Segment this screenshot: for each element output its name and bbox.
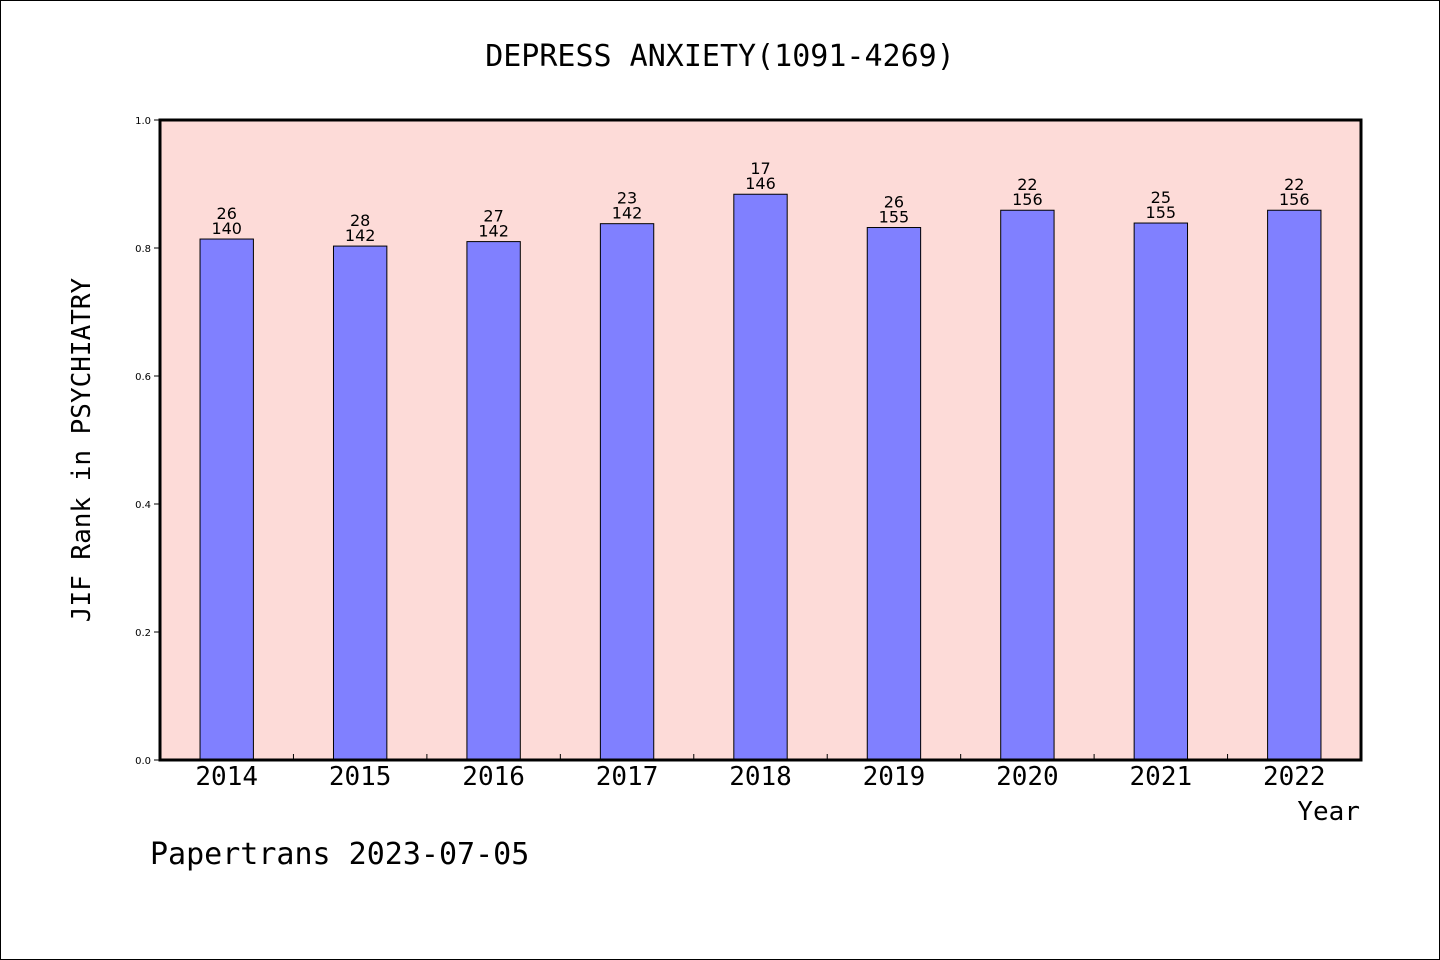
x-tick-label-2017: 2017 [596, 762, 659, 792]
bar-2020 [1000, 209, 1055, 761]
y-tick-label-0.2: 0.2 [135, 628, 151, 639]
y-tick-label-1.0: 1.0 [135, 116, 151, 127]
bar-2014 [199, 238, 254, 761]
bar-2021 [1133, 222, 1189, 761]
y-ticks-group: 0.0 0.2 0.4 0.6 0.8 1.0 [135, 116, 160, 767]
rank-label-2014: 26 [217, 204, 237, 223]
chart-title: DEPRESS ANXIETY(1091-4269) [485, 39, 955, 74]
bar-2018 [733, 193, 788, 761]
y-tick-label-0.6: 0.6 [135, 372, 151, 383]
x-tick-label-2016: 2016 [462, 762, 525, 792]
total-label-2020: 156 [1012, 190, 1043, 209]
x-tick-label-2015: 2015 [329, 762, 392, 792]
total-label-2022: 156 [1279, 190, 1310, 209]
bar-2019 [866, 227, 922, 761]
rank-label-2016: 27 [483, 207, 503, 226]
plot-border [158, 118, 1363, 762]
total-label-2021: 155 [1146, 203, 1177, 222]
rank-label-2015: 28 [350, 211, 370, 230]
rank-label-2021: 25 [1151, 188, 1171, 207]
bar-2015 [332, 245, 388, 761]
bar-2016 [466, 241, 521, 761]
x-tick-label-2022: 2022 [1263, 762, 1326, 792]
y-tick-label-0.8: 0.8 [135, 244, 151, 255]
x-axis-label: Year [1297, 797, 1360, 827]
y-tick-label-0.4: 0.4 [135, 500, 151, 511]
x-tick-label-2018: 2018 [729, 762, 792, 792]
x-tick-label-2014: 2014 [195, 762, 258, 792]
bar-2017 [599, 223, 655, 761]
total-label-2017: 142 [612, 204, 643, 223]
rank-label-2019: 26 [884, 193, 904, 212]
x-tick-label-2019: 2019 [863, 762, 926, 792]
y-tick-label-0.0: 0.0 [135, 756, 151, 767]
total-label-2019: 155 [879, 208, 910, 227]
x-tick-label-2021: 2021 [1130, 762, 1193, 792]
x-tick-label-2020: 2020 [996, 762, 1059, 792]
total-label-2014: 140 [211, 219, 242, 238]
y-axis-label: JIF Rank in PSYCHIATRY [67, 277, 97, 622]
rank-label-2018: 17 [750, 159, 770, 178]
rank-label-2017: 23 [617, 189, 637, 208]
bars-group [199, 193, 1322, 761]
bar-2022 [1267, 209, 1322, 761]
total-label-2018: 146 [745, 174, 776, 193]
x-ticks-group: 2014 2015 2016 2017 2018 2019 2020 2021 2022 [195, 754, 1326, 792]
total-label-2016: 142 [478, 222, 509, 241]
rank-label-2020: 22 [1017, 175, 1037, 194]
footer-text: Papertrans 2023-07-05 [150, 837, 529, 872]
rank-label-2022: 22 [1284, 175, 1304, 194]
total-label-2015: 142 [345, 226, 376, 245]
